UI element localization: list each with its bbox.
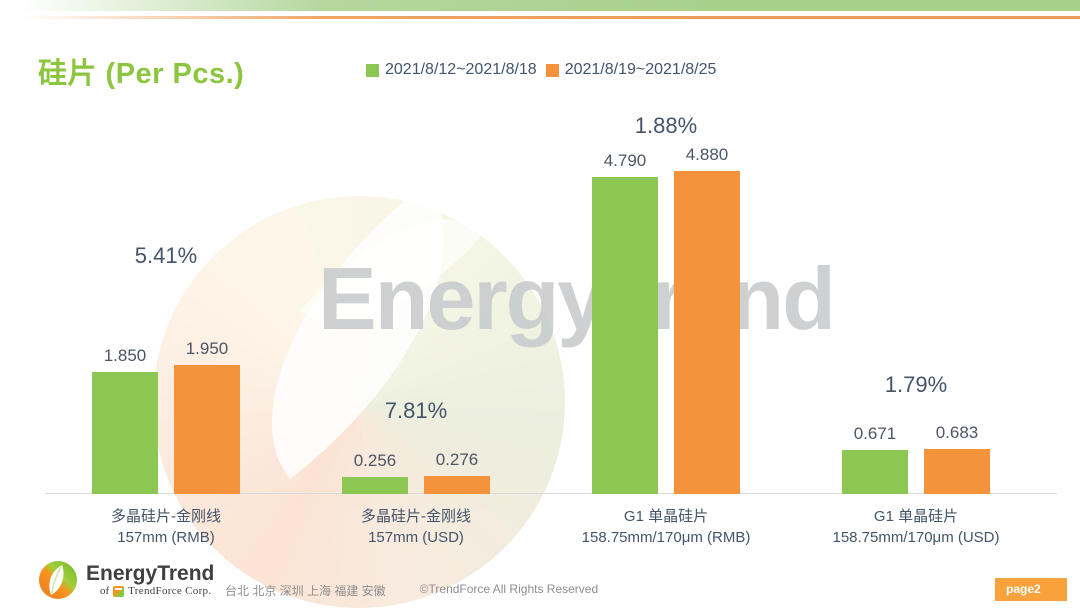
footer-locations: 台北 北京 深圳 上海 福建 安徽 <box>225 584 386 598</box>
value-label-series1-group2: 0.256 <box>353 451 397 470</box>
page-title: 硅片 (Per Pcs.) <box>38 58 245 90</box>
legend-item-week1: 2021/8/12~2021/8/18 <box>366 61 537 79</box>
legend-swatch-green <box>366 63 379 77</box>
legend-label-week2: 2021/8/19~2021/8/25 <box>564 61 717 78</box>
value-label-series1-group4: 0.671 <box>853 424 897 443</box>
bar-series2-group1 <box>174 365 240 494</box>
category-label-group3: G1 单晶硅片 158.75mm/170μm (RMB) <box>581 508 751 546</box>
bar-series1-group2 <box>342 477 408 494</box>
footer-logo: EnergyTrend of TrendForce Corp. <box>38 560 214 600</box>
footer-logo-subtitle: of TrendForce Corp. <box>100 585 214 597</box>
x-axis-line <box>45 493 1057 494</box>
trendforce-icon <box>113 585 125 597</box>
bar-series2-group4 <box>924 449 990 494</box>
bar-series2-group3 <box>674 171 740 494</box>
value-label-series2-group3: 4.880 <box>685 145 729 164</box>
category-label-group4: G1 单晶硅片 158.75mm/170μm (USD) <box>832 508 1000 546</box>
bar-series1-group3 <box>592 177 658 494</box>
chart-legend: 2021/8/12~2021/8/18 2021/8/19~2021/8/25 <box>366 61 716 79</box>
pct-change-label-group4: 1.79% <box>884 372 948 397</box>
energytrend-logo-icon <box>39 561 77 599</box>
pct-change-label-group3: 1.88% <box>634 113 698 138</box>
pct-change-label-group1: 5.41% <box>134 243 198 268</box>
category-label-group2: 多晶硅片-金刚线 157mm (USD) <box>361 508 471 546</box>
category-label-group1: 多晶硅片-金刚线 157mm (RMB) <box>111 508 221 546</box>
value-label-series2-group4: 0.683 <box>935 423 979 442</box>
top-orange-line <box>0 16 1080 19</box>
footer-logo-title: EnergyTrend <box>86 561 215 585</box>
legend-label-week1: 2021/8/12~2021/8/18 <box>385 61 537 78</box>
value-label-series2-group1: 1.950 <box>185 339 229 358</box>
legend-swatch-orange <box>545 63 559 77</box>
bar-series1-group4 <box>842 450 908 494</box>
footer-copyright: ©TrendForce All Rights Reserved <box>419 582 599 596</box>
footer-text: 台北 北京 深圳 上海 福建 安徽 ©TrendForce All Rights… <box>225 582 598 599</box>
pct-change-label-group2: 7.81% <box>384 398 448 423</box>
value-label-series1-group3: 4.790 <box>603 151 647 170</box>
top-green-band <box>0 0 1080 11</box>
bar-series1-group1 <box>92 372 158 494</box>
legend-item-week2: 2021/8/19~2021/8/25 <box>545 61 717 79</box>
value-label-series1-group1: 1.850 <box>103 346 147 365</box>
watermark-text: EnergyTrend <box>318 249 836 348</box>
footer-logo-corp: TrendForce Corp. <box>128 585 212 598</box>
value-label-series2-group2: 0.276 <box>435 450 479 469</box>
page-number-badge: page2 <box>995 578 1067 601</box>
bar-series2-group2 <box>424 476 490 494</box>
footer-logo-of: of <box>100 585 110 598</box>
